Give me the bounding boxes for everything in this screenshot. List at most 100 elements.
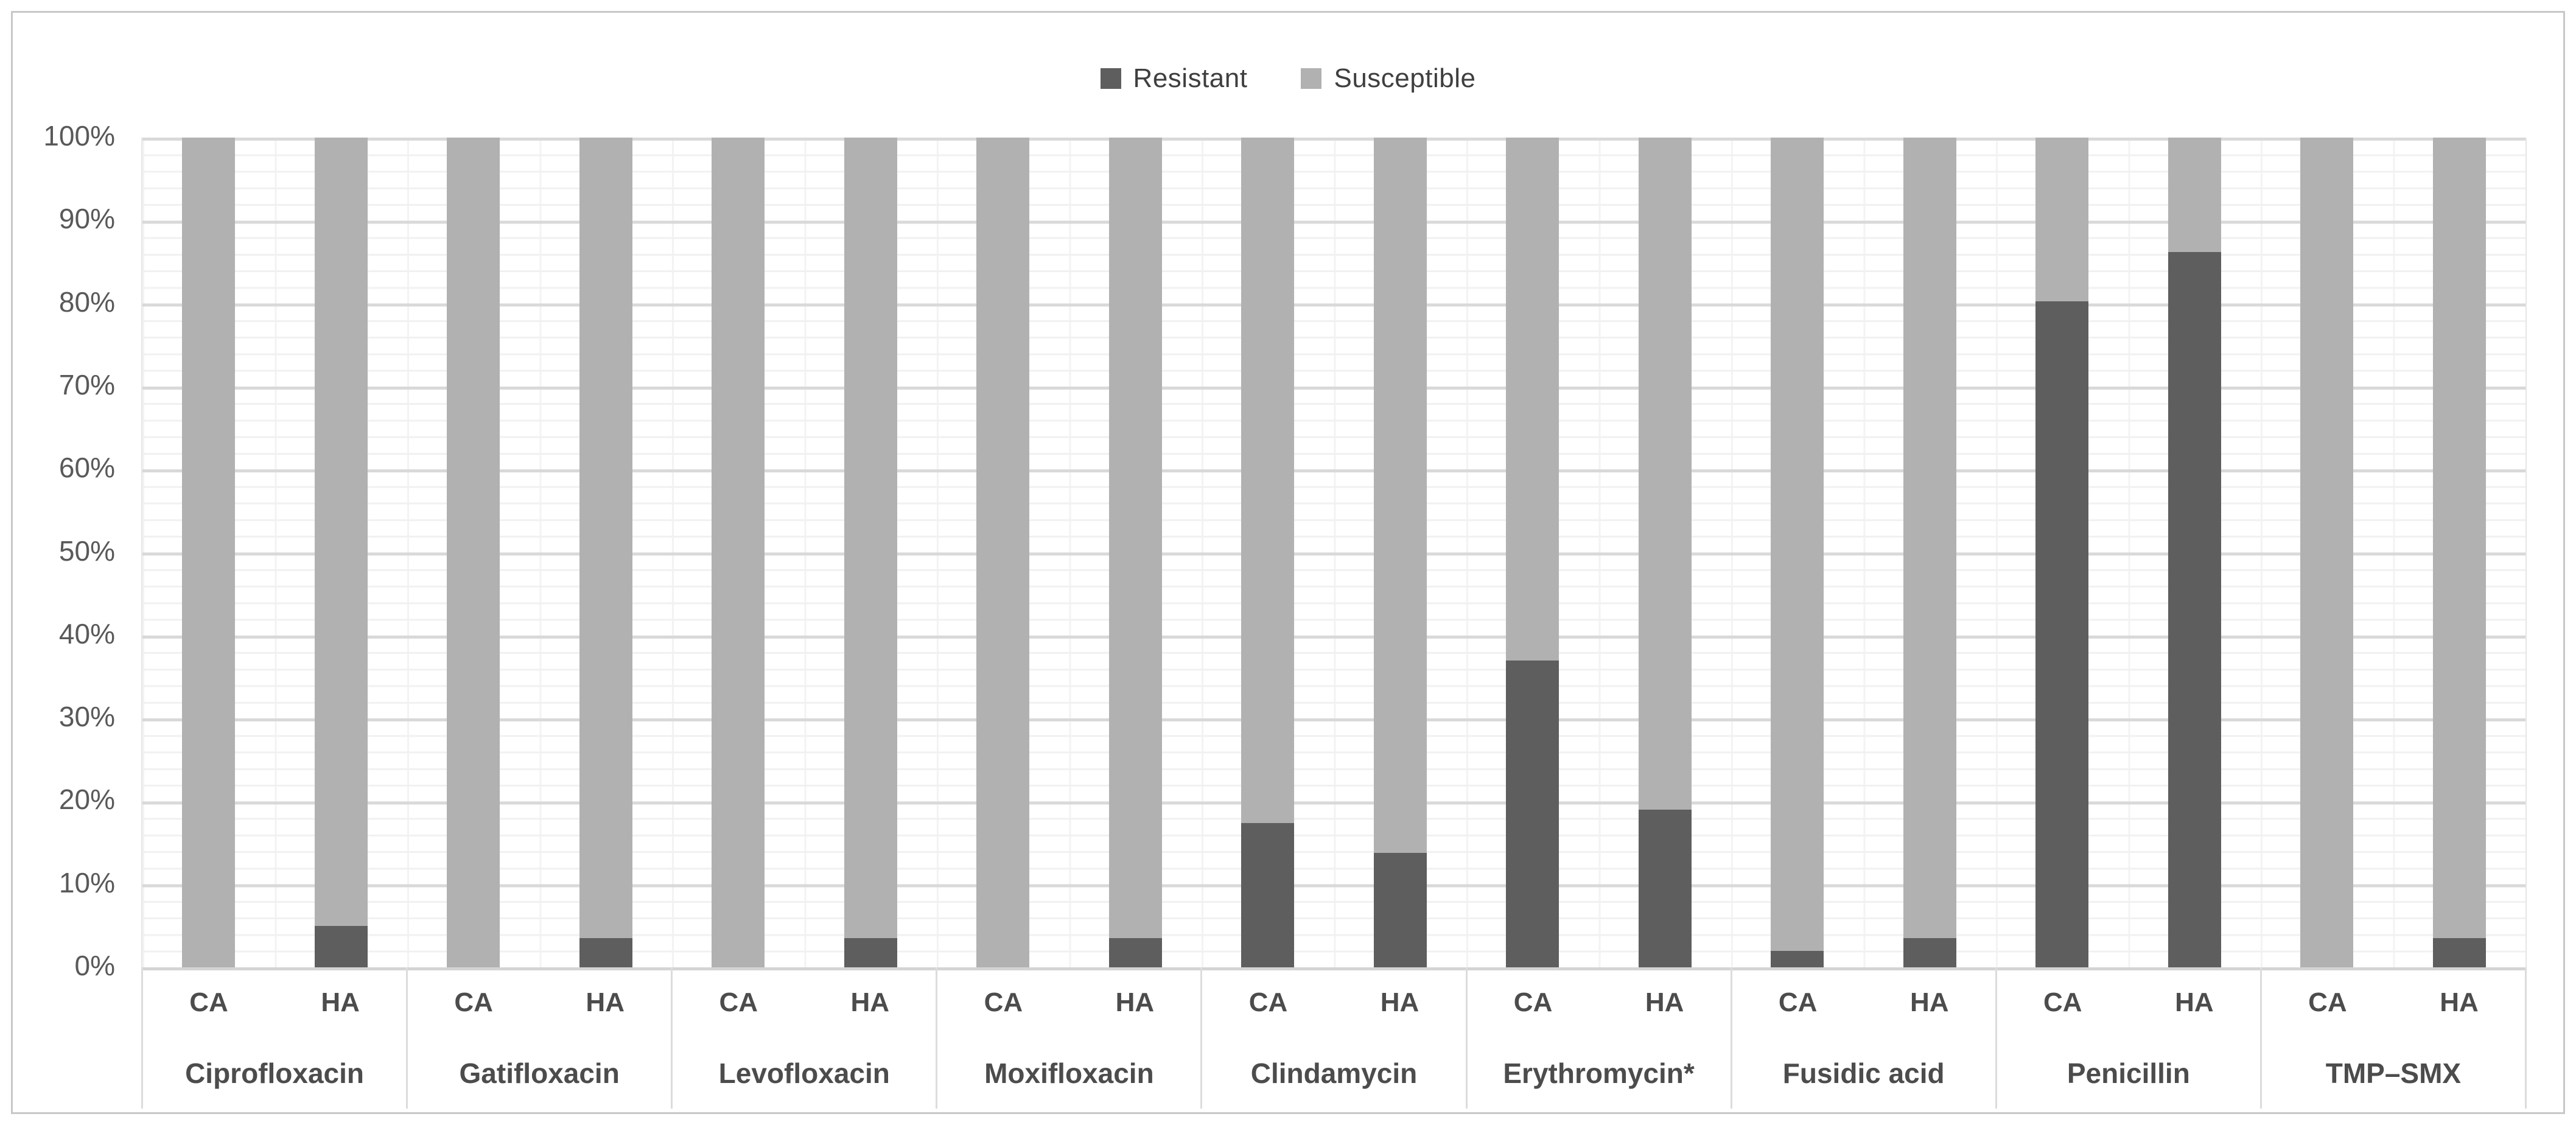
bar-segment-resistant-moxifloxacin-ha bbox=[1108, 938, 1162, 967]
legend-item-resistant: Resistant bbox=[1100, 63, 1248, 94]
bar-slot-levofloxacin-ca bbox=[672, 138, 805, 967]
x-group-label-penicillin: Penicillin bbox=[2067, 1057, 2190, 1089]
bar-slot-ciprofloxacin-ca bbox=[142, 138, 275, 967]
bar-stack-fusidic-acid-ha bbox=[1903, 138, 1956, 967]
x-sub-label-erythromycin-ca: CA bbox=[1513, 987, 1553, 1017]
bar-slot-ciprofloxacin-ha bbox=[275, 138, 408, 967]
x-sub-row-fusidic-acid: CA HA bbox=[1732, 967, 1995, 1038]
x-sub-row-erythromycin: CA HA bbox=[1468, 967, 1731, 1038]
y-tick-label-20: 20% bbox=[58, 783, 115, 816]
bar-stack-gatifloxacin-ha bbox=[579, 138, 632, 967]
x-sub-label-moxifloxacin-ca: CA bbox=[984, 987, 1023, 1017]
bar-segment-resistant-gatifloxacin-ha bbox=[579, 938, 632, 967]
x-sub-label-ciprofloxacin-ca: CA bbox=[189, 987, 228, 1017]
x-sub-label-gatifloxacin-ha: HA bbox=[586, 987, 625, 1017]
x-group-row-erythromycin: Erythromycin* bbox=[1468, 1038, 1731, 1109]
x-group-label-moxifloxacin: Moxifloxacin bbox=[984, 1057, 1154, 1089]
bar-segment-susceptible-fusidic-acid-ha bbox=[1903, 138, 1956, 939]
x-group-row-clindamycin: Clindamycin bbox=[1202, 1038, 1465, 1109]
x-group-ciprofloxacin: CA HA Ciprofloxacin bbox=[141, 967, 406, 1109]
bar-stack-clindamycin-ha bbox=[1373, 138, 1427, 967]
x-group-moxifloxacin: CA HA Moxifloxacin bbox=[936, 967, 1200, 1109]
bar-segment-susceptible-levofloxacin-ca bbox=[712, 138, 765, 967]
bar-segment-resistant-tmp-smx-ha bbox=[2432, 938, 2486, 967]
bar-slot-clindamycin-ha bbox=[1334, 138, 1467, 967]
bar-segment-susceptible-ciprofloxacin-ca bbox=[182, 138, 236, 967]
y-tick-label-100: 100% bbox=[43, 120, 115, 152]
bar-stack-moxifloxacin-ca bbox=[976, 138, 1030, 967]
x-group-row-penicillin: Penicillin bbox=[1997, 1038, 2260, 1109]
bar-segment-resistant-fusidic-acid-ha bbox=[1903, 938, 1956, 967]
y-tick-label-40: 40% bbox=[58, 617, 115, 650]
bar-segment-susceptible-erythromycin-ha bbox=[1638, 138, 1692, 810]
bar-segment-susceptible-erythromycin-ca bbox=[1506, 138, 1559, 661]
x-group-tmp-smx: CA HA TMP–SMX bbox=[2259, 967, 2527, 1109]
bar-stack-penicillin-ca bbox=[2035, 138, 2089, 967]
y-tick-label-60: 60% bbox=[58, 452, 115, 484]
bar-segment-susceptible-penicillin-ha bbox=[2168, 138, 2221, 253]
bar-segment-susceptible-ciprofloxacin-ha bbox=[314, 138, 368, 926]
y-tick-label-30: 30% bbox=[58, 701, 115, 733]
bar-segment-susceptible-fusidic-acid-ca bbox=[1771, 138, 1824, 951]
bar-segment-susceptible-levofloxacin-ha bbox=[844, 138, 897, 939]
plot-area bbox=[141, 138, 2527, 970]
x-sub-label-penicillin-ha: HA bbox=[2175, 987, 2214, 1017]
bar-segment-susceptible-tmp-smx-ca bbox=[2300, 138, 2354, 967]
x-sub-row-ciprofloxacin: CA HA bbox=[143, 967, 406, 1038]
bar-stack-levofloxacin-ha bbox=[844, 138, 897, 967]
x-sub-row-clindamycin: CA HA bbox=[1202, 967, 1465, 1038]
bar-segment-resistant-penicillin-ha bbox=[2168, 252, 2221, 967]
x-group-penicillin: CA HA Penicillin bbox=[1995, 967, 2260, 1109]
chart-figure: Resistant Susceptible 100% 90% 80% 70% 60% 50%… bbox=[11, 11, 2565, 1114]
x-group-row-gatifloxacin: Gatifloxacin bbox=[408, 1038, 671, 1109]
bar-segment-susceptible-gatifloxacin-ca bbox=[447, 138, 500, 967]
x-sub-row-penicillin: CA HA bbox=[1997, 967, 2260, 1038]
bar-segment-resistant-ciprofloxacin-ha bbox=[314, 925, 368, 967]
y-tick-label-50: 50% bbox=[58, 534, 115, 567]
bar-stack-tmp-smx-ca bbox=[2300, 138, 2354, 967]
x-sub-row-moxifloxacin: CA HA bbox=[937, 967, 1200, 1038]
x-sub-label-tmp-smx-ha: HA bbox=[2440, 987, 2479, 1017]
x-group-row-fusidic-acid: Fusidic acid bbox=[1732, 1038, 1995, 1109]
x-sub-label-clindamycin-ca: CA bbox=[1248, 987, 1288, 1017]
x-sub-label-erythromycin-ha: HA bbox=[1645, 987, 1684, 1017]
bar-segment-resistant-clindamycin-ha bbox=[1373, 852, 1427, 967]
legend-item-susceptible: Susceptible bbox=[1301, 63, 1475, 94]
x-group-label-ciprofloxacin: Ciprofloxacin bbox=[185, 1057, 365, 1089]
bar-slot-erythromycin-ca bbox=[1466, 138, 1599, 967]
bar-segment-resistant-penicillin-ca bbox=[2035, 301, 2089, 967]
bar-segment-resistant-levofloxacin-ha bbox=[844, 938, 897, 967]
bar-slot-tmp-smx-ca bbox=[2261, 138, 2393, 967]
x-sub-label-levofloxacin-ha: HA bbox=[850, 987, 890, 1017]
bar-stack-clindamycin-ca bbox=[1241, 138, 1295, 967]
bar-stack-erythromycin-ha bbox=[1638, 138, 1692, 967]
bar-segment-susceptible-moxifloxacin-ca bbox=[976, 138, 1030, 967]
bar-slot-moxifloxacin-ca bbox=[937, 138, 1069, 967]
x-axis-labels: CA HA Ciprofloxacin CA HA Gatifloxacin CA HA Lev… bbox=[141, 967, 2527, 1109]
bar-stack-tmp-smx-ha bbox=[2432, 138, 2486, 967]
x-group-label-erythromycin: Erythromycin* bbox=[1503, 1057, 1695, 1089]
bar-segment-susceptible-moxifloxacin-ha bbox=[1108, 138, 1162, 939]
bar-stack-ciprofloxacin-ca bbox=[182, 138, 236, 967]
x-group-label-tmp-smx: TMP–SMX bbox=[2325, 1057, 2462, 1089]
bar-segment-resistant-erythromycin-ha bbox=[1638, 810, 1692, 967]
y-tick-label-80: 80% bbox=[58, 286, 115, 318]
x-group-label-gatifloxacin: Gatifloxacin bbox=[459, 1057, 620, 1089]
y-tick-label-90: 90% bbox=[58, 203, 115, 235]
x-sub-label-ciprofloxacin-ha: HA bbox=[321, 987, 360, 1017]
x-sub-label-fusidic-acid-ca: CA bbox=[1778, 987, 1818, 1017]
x-sub-label-gatifloxacin-ca: CA bbox=[454, 987, 493, 1017]
x-group-erythromycin: CA HA Erythromycin* bbox=[1465, 967, 1731, 1109]
x-sub-label-clindamycin-ha: HA bbox=[1380, 987, 1419, 1017]
bar-stack-moxifloxacin-ha bbox=[1108, 138, 1162, 967]
bar-stack-ciprofloxacin-ha bbox=[314, 138, 368, 967]
x-sub-label-moxifloxacin-ha: HA bbox=[1115, 987, 1155, 1017]
bar-segment-susceptible-tmp-smx-ha bbox=[2432, 138, 2486, 939]
x-group-clindamycin: CA HA Clindamycin bbox=[1200, 967, 1465, 1109]
x-group-fusidic-acid: CA HA Fusidic acid bbox=[1730, 967, 1995, 1109]
y-tick-label-70: 70% bbox=[58, 368, 115, 401]
bar-stack-fusidic-acid-ca bbox=[1771, 138, 1824, 967]
bar-slot-moxifloxacin-ha bbox=[1069, 138, 1202, 967]
x-group-row-ciprofloxacin: Ciprofloxacin bbox=[143, 1038, 406, 1109]
bar-slot-gatifloxacin-ca bbox=[407, 138, 540, 967]
